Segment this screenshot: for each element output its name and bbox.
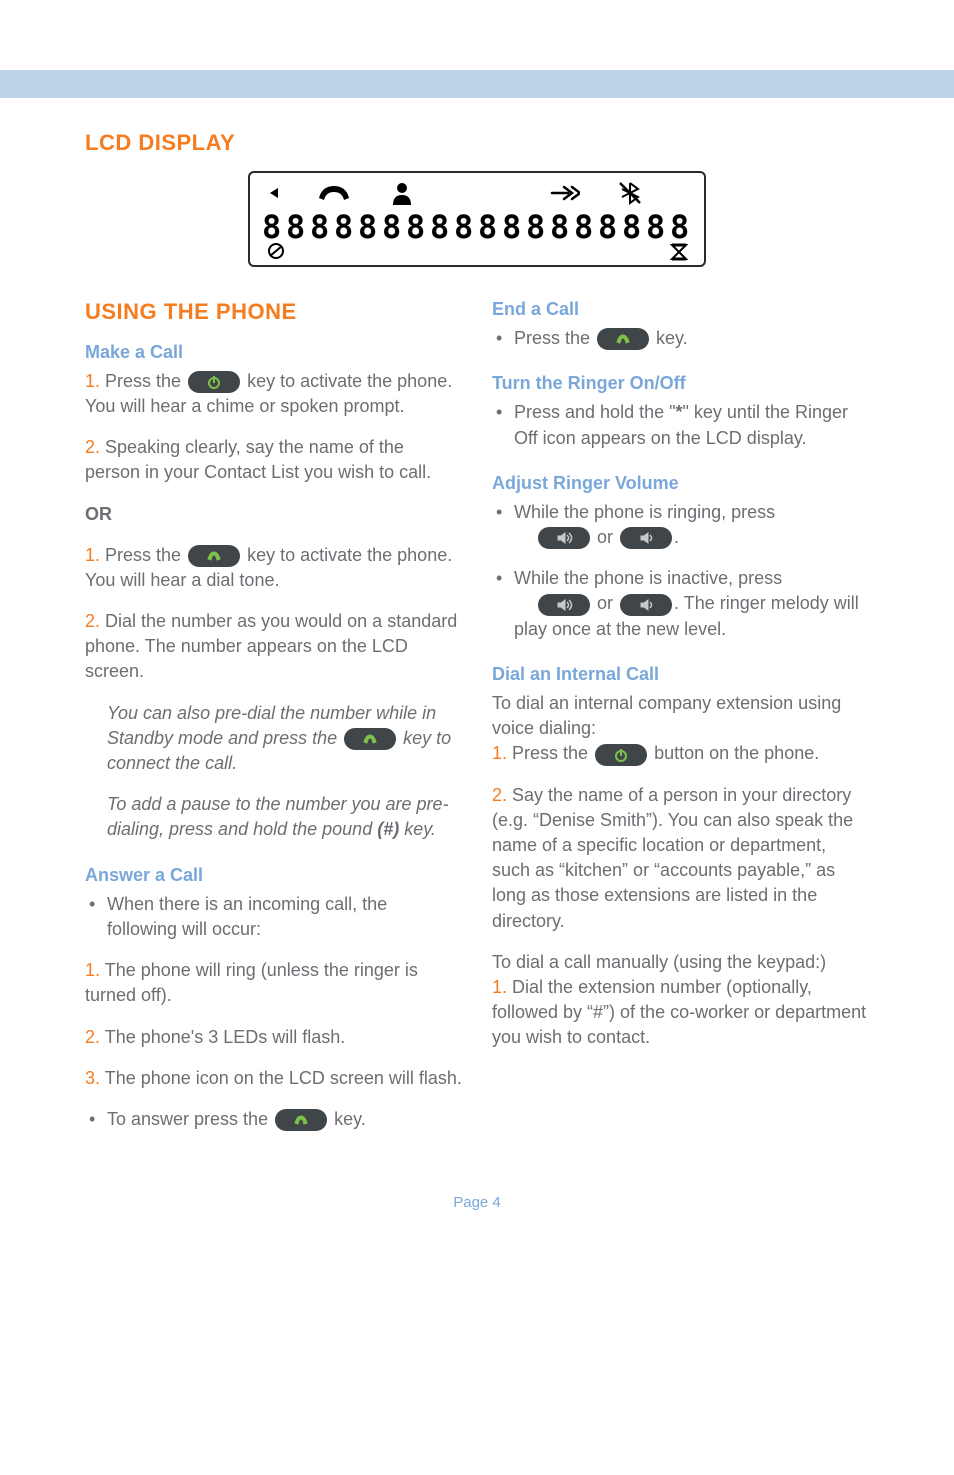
make-call-step-2a: 2. Speaking clearly, say the name of the… — [85, 435, 462, 485]
manual-step-1: 1. Dial the extension number (optionally… — [492, 975, 869, 1051]
manual-intro: To dial a call manually (using the keypa… — [492, 950, 869, 975]
step-number: 2. — [85, 611, 100, 631]
subhead-end: End a Call — [492, 297, 869, 322]
text: Press and hold the " — [514, 402, 676, 422]
make-call-step-1a: 1. Press the key to activate the phone. … — [85, 369, 462, 419]
subhead-internal: Dial an Internal Call — [492, 662, 869, 687]
text: Press the — [512, 743, 593, 763]
bt-off-icon — [618, 181, 642, 205]
text: button on the phone. — [649, 743, 819, 763]
text: Dial the extension number (optionally, f… — [492, 977, 866, 1047]
internal-intro: To dial an internal company extension us… — [492, 691, 869, 741]
call-key-icon — [188, 545, 240, 567]
vol-keys: or . — [514, 527, 679, 547]
left-column: USING THE PHONE Make a Call 1. Press the… — [85, 297, 462, 1152]
or-divider: OR — [85, 502, 462, 527]
arrow-left-icon — [270, 188, 278, 198]
lcd-frame — [248, 171, 706, 267]
text: . — [674, 527, 679, 547]
step-number: 1. — [85, 371, 100, 391]
make-call-step-1b: 1. Press the key to activate the phone. … — [85, 543, 462, 593]
adjust-bullet-1: While the phone is ringing, press or . — [492, 500, 869, 550]
text: Press the — [514, 328, 595, 348]
lcd-display-figure — [85, 171, 869, 267]
step-number: 2. — [85, 437, 100, 457]
answer-step-3: 3. The phone icon on the LCD screen will… — [85, 1066, 462, 1091]
text: Press the — [105, 545, 186, 565]
vol-keys-inactive: or . The ringer melody will play once at… — [514, 593, 859, 638]
step-number: 1. — [85, 960, 100, 980]
heading-lcd: LCD DISPLAY — [85, 128, 869, 159]
text: While the phone is inactive, press — [514, 568, 782, 588]
power-key-icon — [188, 371, 240, 393]
volume-up-key-icon — [538, 527, 590, 549]
step-number: 1. — [85, 545, 100, 565]
text: When there is an incoming call, the foll… — [107, 894, 387, 939]
text: Speaking clearly, say the name of the pe… — [85, 437, 431, 482]
page-number: Page 4 — [85, 1192, 869, 1213]
section-end-call: End a Call Press the key. — [492, 297, 869, 351]
header-bar — [0, 70, 954, 98]
answer-step-2: 2. The phone's 3 LEDs will flash. — [85, 1025, 462, 1050]
section-internal-call: Dial an Internal Call To dial an interna… — [492, 662, 869, 1051]
ringer-bullet: Press and hold the "*" key until the Rin… — [492, 400, 869, 450]
text: Press the — [105, 371, 186, 391]
text: key. — [329, 1109, 366, 1129]
subhead-make-call: Make a Call — [85, 340, 462, 365]
lcd-top-icons — [262, 181, 662, 207]
volume-down-key-icon — [620, 527, 672, 549]
text: The phone's 3 LEDs will flash. — [105, 1027, 346, 1047]
step-number: 2. — [492, 785, 507, 805]
text: key. — [399, 819, 436, 839]
pause-note: To add a pause to the number you are pre… — [107, 792, 462, 842]
volume-up-key-icon — [538, 594, 590, 616]
heading-using: USING THE PHONE — [85, 297, 462, 328]
adjust-bullet-2: While the phone is inactive, press or . … — [492, 566, 869, 642]
end-bullet: Press the key. — [492, 326, 869, 351]
text: The phone will ring (unless the ringer i… — [85, 960, 418, 1005]
internal-step-2: 2. Say the name of a person in your dire… — [492, 783, 869, 934]
step-number: 3. — [85, 1068, 100, 1088]
step-number: 1. — [492, 743, 507, 763]
make-call-step-2b: 2. Dial the number as you would on a sta… — [85, 609, 462, 685]
predial-note: You can also pre-dial the number while i… — [107, 701, 462, 777]
pound-key: (#) — [377, 819, 399, 839]
call-key-icon — [597, 328, 649, 350]
subhead-answer: Answer a Call — [85, 863, 462, 888]
text: Say the name of a person in your directo… — [492, 785, 853, 931]
handset-icon — [316, 182, 352, 204]
subhead-ringer: Turn the Ringer On/Off — [492, 371, 869, 396]
answer-action: To answer press the key. — [85, 1107, 462, 1132]
text: The phone icon on the LCD screen will fl… — [105, 1068, 462, 1088]
content-columns: USING THE PHONE Make a Call 1. Press the… — [85, 297, 869, 1152]
text: key. — [651, 328, 688, 348]
section-adjust-volume: Adjust Ringer Volume While the phone is … — [492, 471, 869, 642]
star-key: * — [676, 402, 683, 422]
text: or — [592, 527, 618, 547]
power-key-icon — [595, 744, 647, 766]
section-make-call: Make a Call 1. Press the key to activate… — [85, 340, 462, 843]
step-number: 1. — [492, 977, 507, 997]
answer-intro: When there is an incoming call, the foll… — [85, 892, 462, 942]
text: While the phone is ringing, press — [514, 502, 775, 522]
volume-down-key-icon — [620, 594, 672, 616]
forward-arrow-icon — [550, 183, 580, 203]
answer-step-1: 1. The phone will ring (unless the ringe… — [85, 958, 462, 1008]
section-ringer-onoff: Turn the Ringer On/Off Press and hold th… — [492, 371, 869, 451]
person-icon — [389, 181, 415, 205]
call-key-icon — [344, 728, 396, 750]
page: LCD DISPLAY — [0, 0, 954, 1253]
section-answer-call: Answer a Call When there is an incoming … — [85, 863, 462, 1133]
text: To answer press the — [107, 1109, 273, 1129]
text: or — [592, 593, 618, 613]
right-column: End a Call Press the key. Turn the Ringe… — [492, 297, 869, 1152]
text: Dial the number as you would on a standa… — [85, 611, 457, 681]
subhead-adjust: Adjust Ringer Volume — [492, 471, 869, 496]
lcd-digits-row — [262, 207, 692, 241]
internal-step-1: 1. Press the button on the phone. — [492, 741, 869, 766]
call-key-icon — [275, 1109, 327, 1131]
step-number: 2. — [85, 1027, 100, 1047]
